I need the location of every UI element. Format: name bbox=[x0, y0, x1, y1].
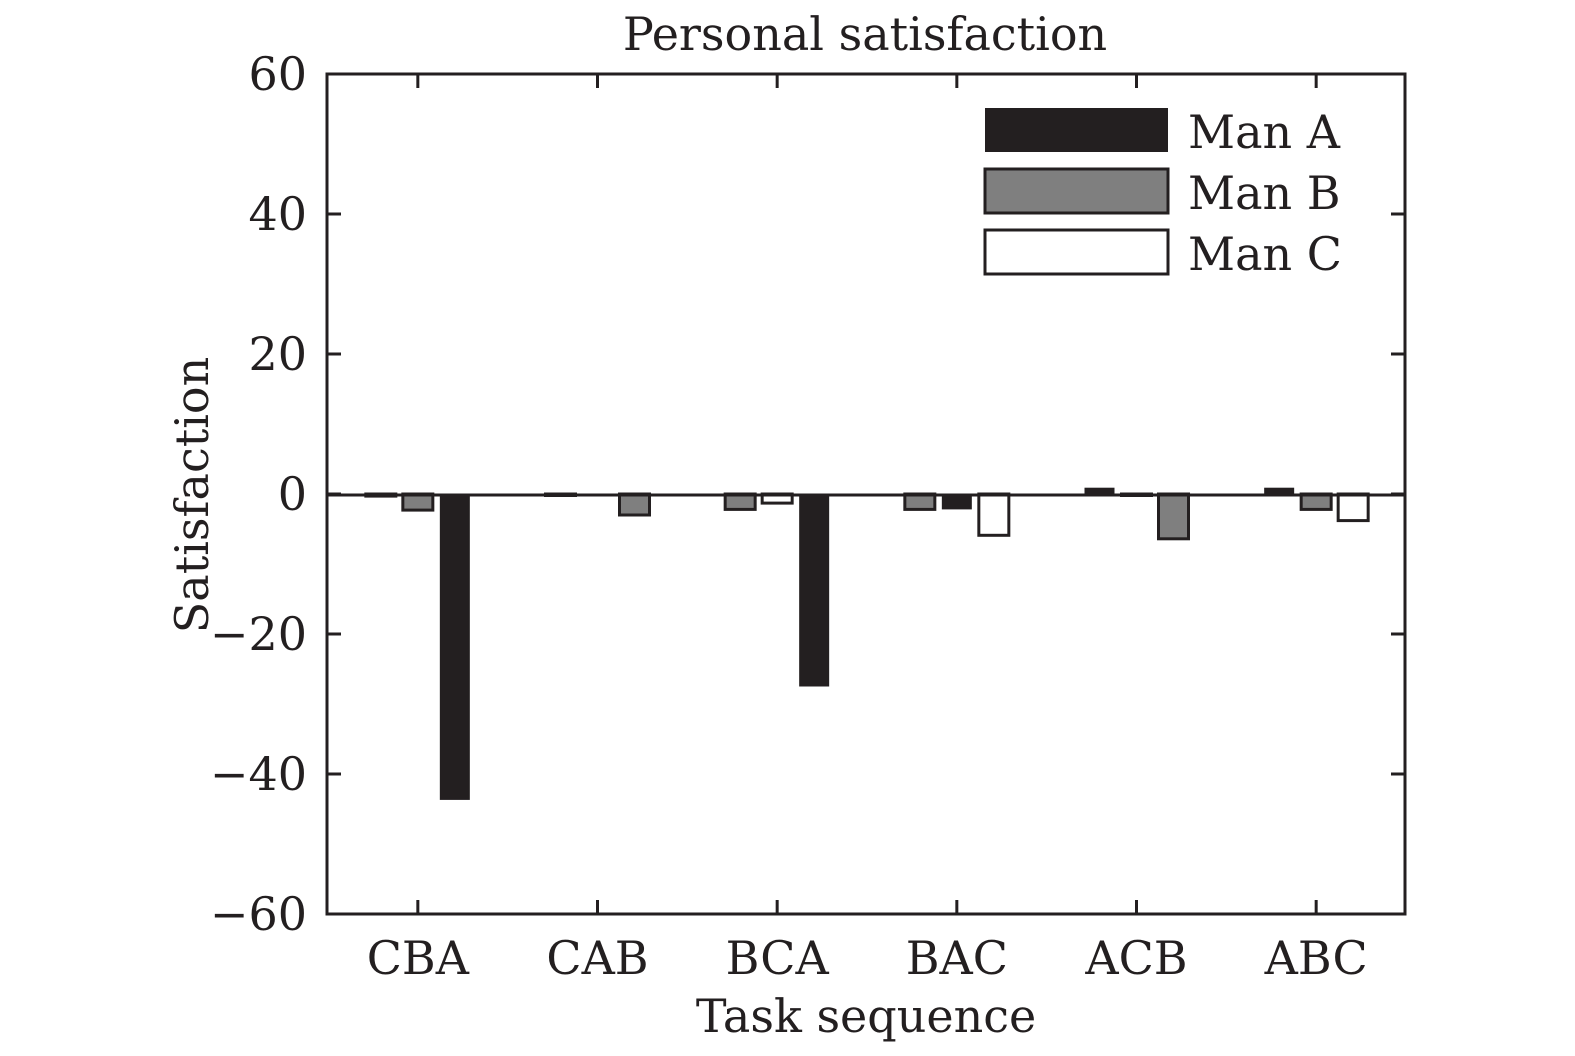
x-tick-label: BAC bbox=[906, 931, 1008, 985]
bar-man-a-acb bbox=[1084, 487, 1115, 494]
bar-man-b-cab bbox=[618, 492, 651, 517]
bar-man-a-bca bbox=[799, 494, 830, 687]
x-axis: CBA CAB BCA BAC ACB ABC bbox=[367, 74, 1368, 985]
x-tick-label: ABC bbox=[1264, 931, 1368, 985]
legend-swatch-man-c bbox=[983, 228, 1170, 276]
legend: Man A Man B Man C bbox=[983, 105, 1342, 281]
bar-man-a-bac bbox=[941, 494, 972, 510]
x-axis-label: Task sequence bbox=[696, 989, 1036, 1043]
bar-man-c-abc bbox=[1336, 492, 1370, 523]
x-tick-label: CAB bbox=[546, 931, 648, 985]
y-axis: 60 40 20 0 −20 −40 −60 bbox=[210, 47, 1405, 941]
y-axis-label: Satisfaction bbox=[165, 357, 219, 633]
bar-man-a-cba bbox=[439, 494, 470, 800]
x-tick-label: BCA bbox=[726, 931, 830, 985]
bar-man-a-abc bbox=[1264, 487, 1295, 494]
y-tick-label: −60 bbox=[210, 887, 307, 941]
y-tick-label: 0 bbox=[278, 467, 307, 521]
legend-label: Man C bbox=[1188, 227, 1342, 281]
legend-swatch-man-b bbox=[983, 167, 1170, 215]
x-tick-label: CBA bbox=[367, 931, 470, 985]
legend-label: Man B bbox=[1188, 166, 1341, 220]
bar-man-b-acb bbox=[1157, 492, 1190, 541]
bar-man-c-bac bbox=[977, 492, 1011, 537]
y-tick-label: 60 bbox=[248, 47, 307, 101]
x-tick-label: ACB bbox=[1084, 931, 1187, 985]
y-tick-label: −40 bbox=[210, 747, 307, 801]
y-tick-label: 20 bbox=[248, 327, 307, 381]
legend-label: Man A bbox=[1188, 105, 1341, 159]
bars bbox=[364, 487, 1370, 800]
y-tick-label: −20 bbox=[210, 607, 307, 661]
legend-swatch-man-a bbox=[985, 108, 1168, 152]
chart-title: Personal satisfaction bbox=[623, 7, 1107, 61]
y-tick-label: 40 bbox=[248, 187, 307, 241]
